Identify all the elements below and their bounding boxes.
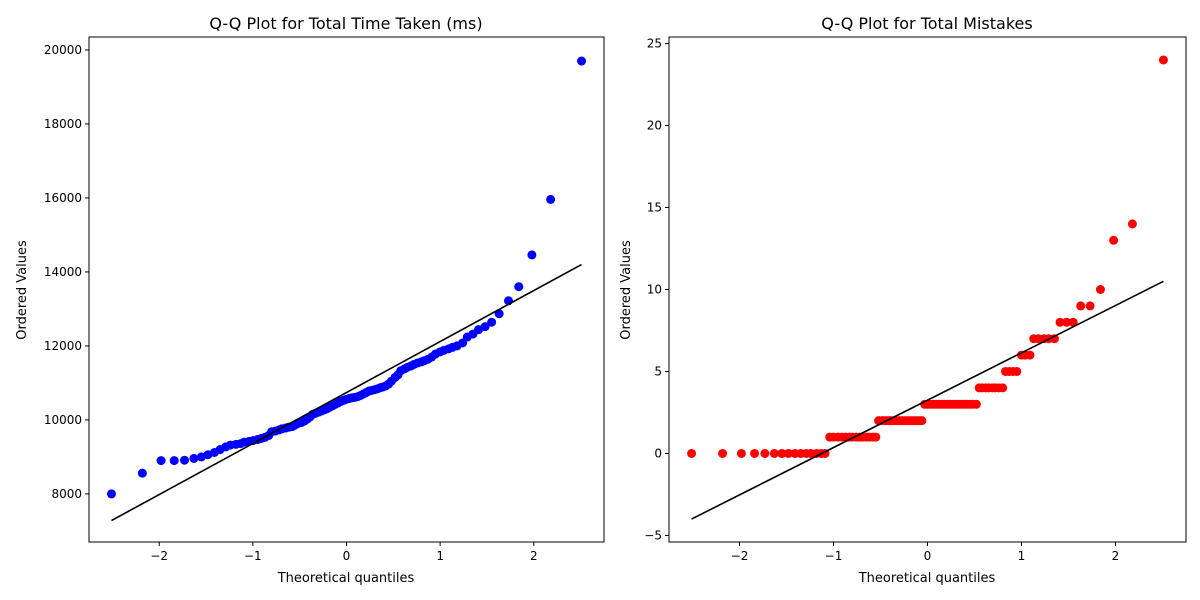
chart-title: Q-Q Plot for Total Mistakes <box>821 14 1032 33</box>
qq-plot-total-mistakes: Q-Q Plot for Total Mistakes Theoretical … <box>619 14 1187 586</box>
data-point <box>1012 366 1022 376</box>
y-tick-label: 18000 <box>44 117 82 131</box>
data-point <box>1085 301 1095 311</box>
y-tick-label: 10000 <box>44 413 82 427</box>
data-point <box>527 250 537 260</box>
y-ticks: 8000 10000 12000 14000 16000 18000 20000 <box>44 43 89 501</box>
data-point <box>769 448 779 458</box>
y-tick-label: 16000 <box>44 191 82 205</box>
x-tick-label: 1 <box>1018 549 1026 563</box>
x-tick-label: 2 <box>1112 549 1120 563</box>
data-point <box>169 456 179 466</box>
x-axis-label: Theoretical quantiles <box>858 571 996 586</box>
y-tick-label: 10 <box>647 283 662 297</box>
data-point <box>998 383 1008 393</box>
data-point <box>1095 285 1105 294</box>
x-tick-label: 0 <box>343 549 351 563</box>
y-axis-label: Ordered Values <box>619 240 634 340</box>
data-point <box>777 448 787 458</box>
y-tick-label: 20 <box>647 119 662 133</box>
data-point <box>1127 219 1137 229</box>
data-point <box>1076 301 1086 311</box>
y-ticks: −5 0 5 10 15 20 25 <box>644 37 669 542</box>
x-tick-label: 1 <box>436 549 444 563</box>
data-point <box>917 416 927 426</box>
y-tick-label: 8000 <box>51 487 82 501</box>
data-point <box>1109 235 1119 245</box>
data-point <box>783 448 793 458</box>
data-point <box>736 448 746 458</box>
y-tick-label: 20000 <box>44 43 82 57</box>
x-tick-label: −2 <box>150 549 168 563</box>
data-point <box>189 453 199 463</box>
data-point <box>577 56 587 66</box>
x-tick-label: −1 <box>244 549 262 563</box>
data-point <box>871 432 881 442</box>
data-point <box>687 448 697 458</box>
axes-frame <box>668 36 1187 543</box>
x-tick-label: 2 <box>530 549 538 563</box>
data-point <box>1049 334 1059 344</box>
data-point <box>1068 317 1078 327</box>
data-point <box>480 322 490 332</box>
data-point <box>1025 350 1035 360</box>
x-tick-label: −1 <box>825 549 843 563</box>
data-point <box>750 448 760 458</box>
y-axis-label: Ordered Values <box>15 240 30 340</box>
x-ticks: −2 −1 0 1 2 <box>150 542 538 563</box>
reference-line <box>111 263 582 522</box>
qq-plot-total-time: Q-Q Plot for Total Time Taken (ms) Theor… <box>15 14 605 586</box>
x-axis-label: Theoretical quantiles <box>277 571 415 586</box>
data-point <box>718 448 728 458</box>
data-point <box>1055 317 1065 327</box>
data-point <box>546 194 556 204</box>
data-point <box>1158 55 1168 65</box>
data-points <box>106 56 587 522</box>
y-tick-label: 5 <box>654 364 662 378</box>
y-tick-label: −5 <box>644 528 662 542</box>
data-point <box>760 448 770 458</box>
y-tick-label: 0 <box>654 446 662 460</box>
y-tick-label: 25 <box>647 37 662 51</box>
data-points <box>687 55 1168 520</box>
y-tick-label: 12000 <box>44 339 82 353</box>
y-tick-label: 15 <box>647 201 662 215</box>
data-point <box>971 399 981 409</box>
x-tick-label: −2 <box>731 549 749 563</box>
data-point <box>156 456 166 466</box>
reference-line <box>691 280 1164 520</box>
data-point <box>180 455 190 465</box>
y-tick-label: 14000 <box>44 265 82 279</box>
data-point <box>514 282 524 292</box>
axes-frame <box>88 36 605 543</box>
x-ticks: −2 −1 0 1 2 <box>731 542 1120 563</box>
chart-title: Q-Q Plot for Total Time Taken (ms) <box>209 14 482 33</box>
x-tick-label: 0 <box>924 549 932 563</box>
data-point <box>106 489 116 499</box>
data-point <box>1062 317 1072 327</box>
data-point <box>487 317 497 327</box>
data-point <box>137 468 147 478</box>
